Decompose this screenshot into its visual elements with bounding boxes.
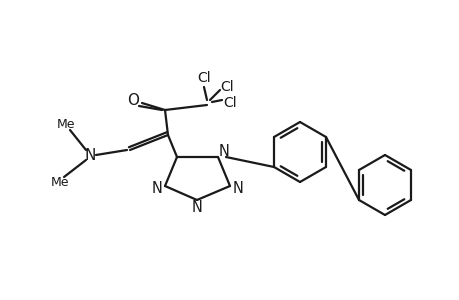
Text: N: N <box>151 181 162 196</box>
Text: N: N <box>191 200 202 215</box>
Text: Me: Me <box>56 118 75 130</box>
Text: N: N <box>218 144 229 159</box>
Text: N: N <box>84 148 95 163</box>
Text: N: N <box>232 181 243 196</box>
Text: Me: Me <box>50 176 69 190</box>
Text: Cl: Cl <box>220 80 233 94</box>
Text: O: O <box>127 92 139 107</box>
Text: Cl: Cl <box>197 71 210 85</box>
Text: Cl: Cl <box>223 96 236 110</box>
